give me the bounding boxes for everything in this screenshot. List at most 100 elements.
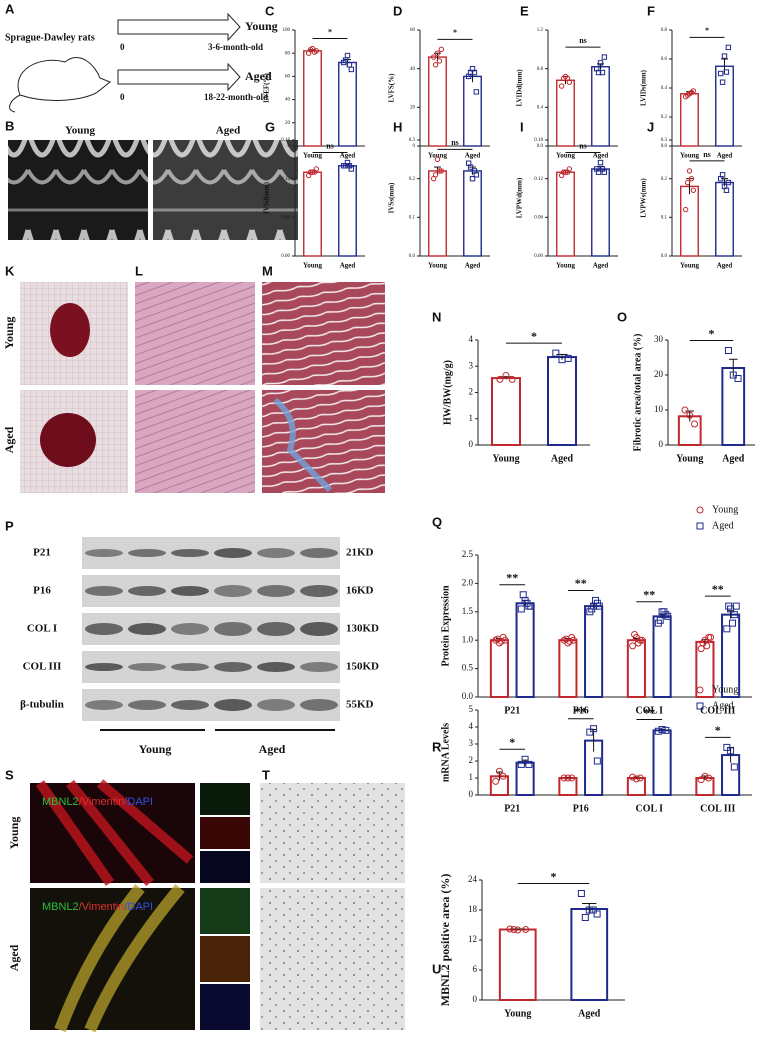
echo-image xyxy=(8,140,148,240)
y-tick-label: 40 xyxy=(410,67,416,72)
protein-label: COL I xyxy=(27,623,57,635)
y-axis-label: LVPWd(mm) xyxy=(516,177,524,218)
panel-label: M xyxy=(262,263,273,278)
blot-band xyxy=(257,622,295,636)
blot-band xyxy=(257,548,295,558)
x-tick-label: P16 xyxy=(573,705,589,716)
significance-label: * xyxy=(551,869,557,883)
data-point xyxy=(436,168,443,174)
panel-label: U xyxy=(432,961,441,976)
y-axis-label: LVIDs(mm) xyxy=(640,69,648,106)
stain-part: /DAPI xyxy=(124,901,153,913)
rat-drawing xyxy=(9,57,111,113)
bar xyxy=(591,168,610,257)
data-point xyxy=(721,53,728,59)
significance-label: * xyxy=(715,723,721,737)
panel-label: R xyxy=(432,739,442,754)
data-point xyxy=(502,371,510,379)
data-point xyxy=(577,890,585,897)
y-axis-label: LVIDd(mm) xyxy=(516,69,524,107)
y-tick-label: 0.1 xyxy=(409,215,416,220)
data-point xyxy=(307,169,314,175)
data-point xyxy=(696,702,704,710)
panel-label: A xyxy=(5,1,15,16)
bar xyxy=(515,602,535,699)
protein-label: COL III xyxy=(23,661,62,673)
stain-label: MBNL2/Vimentin/DAPI xyxy=(42,796,153,808)
caption: Young xyxy=(65,125,95,137)
y-tick-label: 0.0 xyxy=(409,254,416,259)
data-point xyxy=(703,642,711,650)
y-tick-label: 3 xyxy=(469,738,474,748)
data-point xyxy=(564,639,572,647)
y-tick-label: 0.06 xyxy=(281,215,290,220)
y-tick-label: 0.12 xyxy=(534,177,543,182)
y-tick-label: 0.0 xyxy=(537,144,544,149)
panel-label: O xyxy=(617,309,627,324)
data-point xyxy=(471,69,478,76)
he-stain xyxy=(135,390,255,493)
data-point xyxy=(588,605,596,613)
significance-label: * xyxy=(531,329,537,343)
panel-label: I xyxy=(520,119,524,134)
bar xyxy=(570,908,609,1001)
stain-label: MBNL2/Vimentin/DAPI xyxy=(42,901,153,913)
data-point xyxy=(591,596,599,604)
data-point xyxy=(595,69,602,76)
data-point xyxy=(664,612,672,620)
panel-label: B xyxy=(5,118,14,133)
data-point xyxy=(730,763,738,771)
data-point xyxy=(597,159,604,166)
staining-panels: S T Young Aged MBNL2/Vimentin/DAPI MBNL2… xyxy=(5,767,405,1033)
data-point xyxy=(597,60,604,66)
data-point xyxy=(434,50,441,56)
data-point xyxy=(497,637,505,645)
stain-part: MBNL2 xyxy=(42,901,79,913)
chart: O 0 10 20 30 Fibrotic area/total area (%) Youn… xyxy=(617,309,755,464)
bar xyxy=(463,170,482,257)
bar xyxy=(428,170,447,257)
y-axis-label: HW/BW(mg/g) xyxy=(442,360,453,425)
blot-band xyxy=(85,586,123,596)
data-point xyxy=(562,635,570,643)
data-point xyxy=(593,757,601,765)
bar xyxy=(463,75,482,147)
data-point xyxy=(691,420,699,428)
blot-strip xyxy=(82,575,340,607)
data-point xyxy=(467,164,474,170)
blot-band xyxy=(171,549,209,557)
data-point xyxy=(696,686,704,694)
x-tick-label: Young xyxy=(556,152,576,160)
y-tick-label: 60 xyxy=(410,28,416,33)
significance-label: ns xyxy=(579,36,587,45)
panel-label: K xyxy=(5,263,15,278)
x-tick-label: Young xyxy=(504,1008,531,1019)
legend-label: Young xyxy=(712,684,738,695)
data-point xyxy=(728,619,736,627)
data-point xyxy=(723,187,730,193)
band-size: 21KD xyxy=(346,547,374,559)
y-tick-label: 4 xyxy=(469,334,474,344)
data-point xyxy=(727,747,735,755)
x-tick-label: Young xyxy=(556,262,576,270)
chart: Q 0.0 0.5 1.0 1.5 2.0 2.5 Protein Expression P21… xyxy=(432,504,752,716)
data-point xyxy=(589,906,597,914)
blot-band xyxy=(85,549,123,557)
bar xyxy=(338,165,357,257)
bar xyxy=(652,729,672,797)
blot-band xyxy=(257,585,295,597)
x-tick-label: Young xyxy=(680,262,700,270)
bar xyxy=(680,93,699,147)
x-tick-label: COL I xyxy=(635,705,663,716)
significance-label: * xyxy=(709,326,715,340)
data-point xyxy=(719,79,726,85)
x-tick-label: Aged xyxy=(717,262,733,270)
data-point xyxy=(311,169,318,175)
chart: C 0 20 40 60 80 100 LVEF(%) Young Aged * xyxy=(263,3,365,160)
y-tick-label: 0.0 xyxy=(661,254,668,259)
blot-band xyxy=(128,586,166,596)
data-point xyxy=(525,760,533,768)
